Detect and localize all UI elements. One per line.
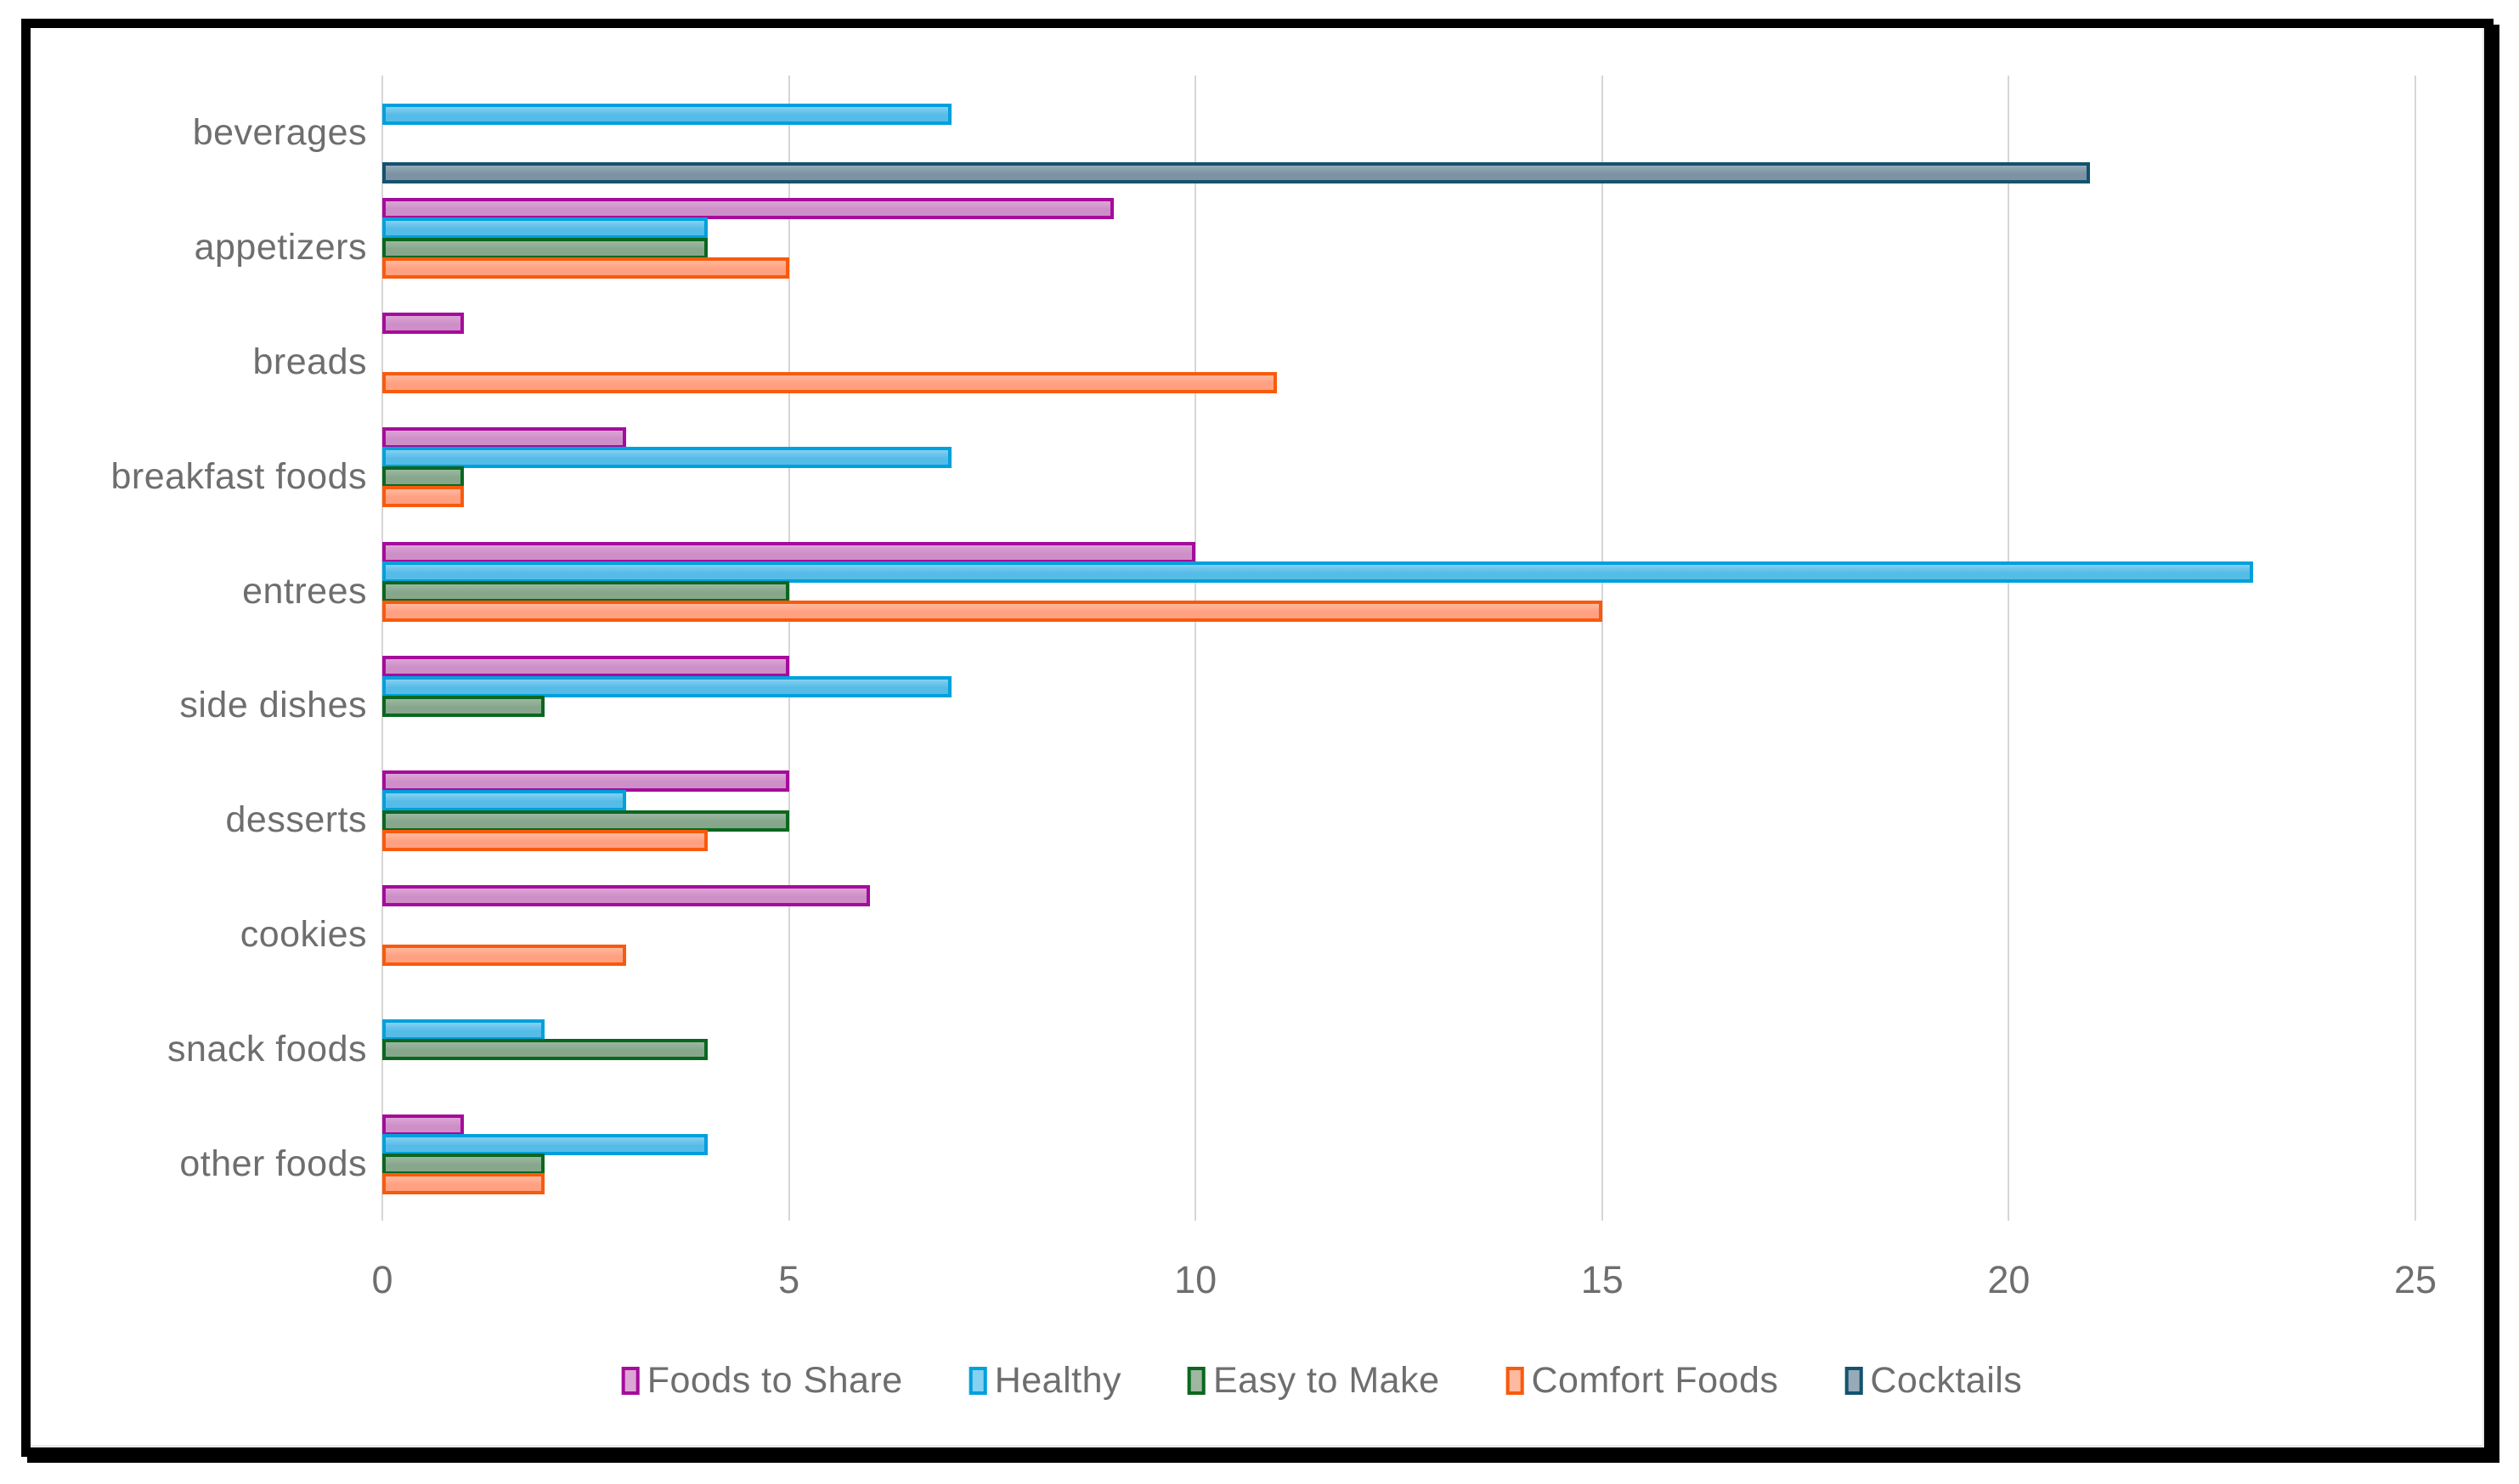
legend-label: Comfort Foods [1531,1360,1779,1401]
bar-comfort-foods-breakfast-foods [382,486,464,508]
x-tick-label-25: 25 [2393,1258,2437,1301]
bar-foods-to-share-breakfast-foods [382,426,627,449]
legend-item-healthy: Healthy [969,1360,1121,1402]
gridline-5 [788,76,790,1221]
x-tick-label-0: 0 [371,1258,393,1301]
bar-easy-to-make-breakfast-foods [382,466,464,488]
legend-label: Cocktails [1870,1360,2023,1401]
bar-cocktails-beverages [382,162,2091,184]
legend-marker-icon [621,1367,640,1395]
bar-foods-to-share-desserts [382,770,789,793]
gridline-25 [2415,76,2416,1221]
bar-easy-to-make-snack-foods [382,1039,708,1061]
bar-healthy-side-dishes [382,675,952,697]
legend-label: Foods to Share [647,1360,903,1401]
category-label-beverages: beverages [192,112,367,154]
bar-foods-to-share-breads [382,313,464,334]
legend-item-cocktails: Cocktails [1844,1360,2022,1402]
gridline-10 [1195,76,1197,1221]
category-label-breads: breads [252,341,367,382]
bar-foods-to-share-appetizers [382,198,1115,220]
bar-healthy-beverages [382,103,952,125]
bar-healthy-desserts [382,790,627,812]
x-tick-label-15: 15 [1580,1258,1624,1301]
category-label-entrees: entrees [242,570,367,612]
legend-label: Healthy [994,1360,1121,1401]
category-label-other-foods: other foods [179,1143,367,1184]
category-label-breakfast-foods: breakfast foods [110,455,367,497]
legend: Foods to Share Healthy Easy to Make Comfort… [621,1360,2023,1402]
chart-frame: beverages appetizers breads breakfast foods… [21,19,2494,1457]
gridline-15 [1601,76,1603,1221]
plot-area: beverages appetizers breads breakfast foods… [31,28,2484,1447]
bar-comfort-foods-desserts [382,829,708,851]
bar-easy-to-make-side-dishes [382,695,545,717]
bar-comfort-foods-cookies [382,944,627,966]
bar-foods-to-share-cookies [382,885,871,906]
bar-easy-to-make-entrees [382,581,789,602]
bar-comfort-foods-appetizers [382,257,789,279]
legend-marker-icon [1505,1367,1524,1395]
bar-easy-to-make-desserts [382,810,789,832]
category-label-side-dishes: side dishes [179,685,367,726]
bar-easy-to-make-other-foods [382,1154,545,1175]
x-tick-label-20: 20 [1987,1258,2030,1301]
bar-healthy-other-foods [382,1133,708,1155]
bar-healthy-entrees [382,561,2253,583]
bar-healthy-breakfast-foods [382,447,952,468]
legend-marker-icon [1188,1367,1206,1395]
legend-item-foods-to-share: Foods to Share [621,1360,903,1402]
bar-foods-to-share-entrees [382,541,1196,563]
x-tick-label-10: 10 [1174,1258,1217,1301]
category-label-cookies: cookies [240,914,367,955]
legend-item-comfort-foods: Comfort Foods [1505,1360,1779,1402]
category-label-desserts: desserts [225,799,367,841]
legend-item-easy-to-make: Easy to Make [1188,1360,1440,1402]
bar-comfort-foods-entrees [382,601,1602,623]
bar-healthy-appetizers [382,217,708,240]
category-label-appetizers: appetizers [194,227,367,268]
bar-comfort-foods-breads [382,371,1277,393]
bar-easy-to-make-appetizers [382,237,708,259]
category-label-snack-foods: snack foods [167,1028,367,1069]
bar-foods-to-share-side-dishes [382,656,789,678]
gridline-20 [2008,76,2010,1221]
legend-marker-icon [1844,1367,1863,1395]
legend-marker-icon [969,1367,987,1395]
x-tick-label-5: 5 [778,1258,800,1301]
bar-comfort-foods-other-foods [382,1173,545,1195]
bar-healthy-snack-foods [382,1019,545,1041]
bar-foods-to-share-other-foods [382,1114,464,1136]
gridline-0 [381,76,383,1221]
legend-label: Easy to Make [1213,1360,1440,1401]
